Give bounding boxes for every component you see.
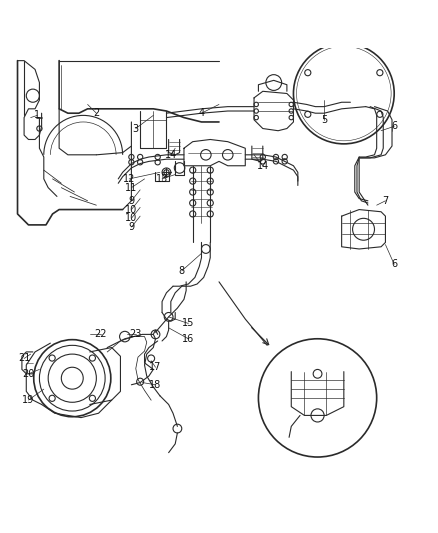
Text: 10: 10 bbox=[125, 213, 138, 223]
Text: 16: 16 bbox=[182, 334, 194, 344]
Text: 11: 11 bbox=[125, 183, 138, 192]
Text: 6: 6 bbox=[391, 260, 397, 269]
Text: 20: 20 bbox=[22, 369, 35, 379]
Text: 6: 6 bbox=[391, 122, 397, 131]
Text: 9: 9 bbox=[128, 196, 134, 206]
Text: 10: 10 bbox=[125, 205, 138, 215]
Text: 19: 19 bbox=[22, 395, 35, 405]
Text: 4: 4 bbox=[198, 108, 205, 118]
Text: 12: 12 bbox=[123, 174, 135, 184]
Text: 14: 14 bbox=[257, 161, 269, 171]
Text: 8: 8 bbox=[179, 266, 185, 276]
Text: 3: 3 bbox=[133, 124, 139, 134]
Text: 15: 15 bbox=[182, 318, 194, 328]
Text: 7: 7 bbox=[382, 196, 389, 206]
Text: 13: 13 bbox=[156, 174, 168, 184]
Text: 14: 14 bbox=[165, 150, 177, 160]
Text: 22: 22 bbox=[95, 329, 107, 340]
Text: 2: 2 bbox=[93, 108, 99, 118]
Text: 5: 5 bbox=[321, 115, 327, 125]
Text: 17: 17 bbox=[149, 362, 162, 372]
Text: 23: 23 bbox=[130, 329, 142, 340]
Text: 18: 18 bbox=[149, 379, 162, 390]
Text: 21: 21 bbox=[18, 353, 30, 364]
Text: 9: 9 bbox=[128, 222, 134, 232]
Text: 1: 1 bbox=[34, 110, 40, 120]
